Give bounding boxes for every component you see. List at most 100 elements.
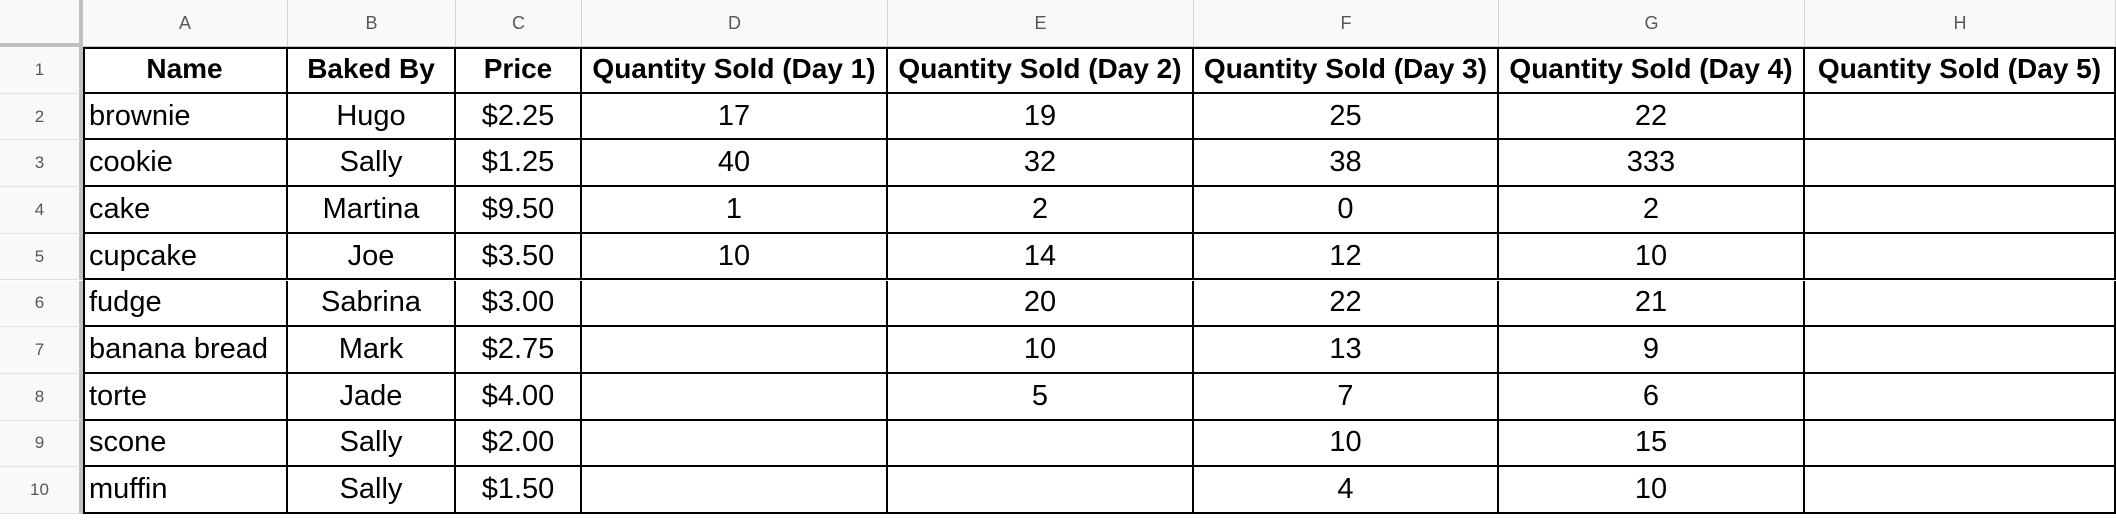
cell-d5[interactable]: 10 <box>582 233 888 281</box>
cell-h3[interactable] <box>1805 140 2116 188</box>
cell-c5[interactable]: $3.50 <box>456 233 582 281</box>
column-header-h[interactable]: H <box>1805 0 2116 47</box>
cell-e1[interactable]: Quantity Sold (Day 2) <box>888 47 1194 94</box>
cell-d8[interactable] <box>582 373 888 421</box>
cell-d2[interactable]: 17 <box>582 93 888 141</box>
cell-c8[interactable]: $4.00 <box>456 373 582 421</box>
cell-d3[interactable]: 40 <box>582 140 888 188</box>
cell-e7[interactable]: 10 <box>888 327 1194 374</box>
cell-b4[interactable]: Martina <box>288 187 456 234</box>
cell-c7[interactable]: $2.75 <box>456 327 582 374</box>
cell-b10[interactable]: Sally <box>288 467 456 514</box>
column-header-f[interactable]: F <box>1194 0 1499 47</box>
cell-b7[interactable]: Mark <box>288 327 456 374</box>
row-header-3[interactable]: 3 <box>0 140 83 188</box>
cell-b8[interactable]: Jade <box>288 373 456 421</box>
row-header-8[interactable]: 8 <box>0 373 83 421</box>
row-header-2[interactable]: 2 <box>0 93 83 141</box>
cell-c9[interactable]: $2.00 <box>456 420 582 468</box>
cell-e5[interactable]: 14 <box>888 233 1194 281</box>
cell-c4[interactable]: $9.50 <box>456 187 582 234</box>
cell-a3[interactable]: cookie <box>83 140 288 188</box>
select-all-corner[interactable] <box>0 0 83 47</box>
cell-f8[interactable]: 7 <box>1194 373 1499 421</box>
cell-f7[interactable]: 13 <box>1194 327 1499 374</box>
cell-c1[interactable]: Price <box>456 47 582 94</box>
cell-h7[interactable] <box>1805 327 2116 374</box>
cell-a4[interactable]: cake <box>83 187 288 234</box>
cell-f5[interactable]: 12 <box>1194 233 1499 281</box>
cell-a9[interactable]: scone <box>83 420 288 468</box>
cell-f10[interactable]: 4 <box>1194 467 1499 514</box>
cell-f3[interactable]: 38 <box>1194 140 1499 188</box>
row-header-5[interactable]: 5 <box>0 233 83 281</box>
cell-b9[interactable]: Sally <box>288 420 456 468</box>
cell-e3[interactable]: 32 <box>888 140 1194 188</box>
cell-d10[interactable] <box>582 467 888 514</box>
row-header-9[interactable]: 9 <box>0 420 83 468</box>
column-header-e[interactable]: E <box>888 0 1194 47</box>
cell-h2[interactable] <box>1805 93 2116 141</box>
column-header-a[interactable]: A <box>83 0 288 47</box>
cell-f6[interactable]: 22 <box>1194 280 1499 328</box>
cell-g6[interactable]: 21 <box>1499 280 1805 328</box>
row-header-10[interactable]: 10 <box>0 467 83 514</box>
cell-g5[interactable]: 10 <box>1499 233 1805 281</box>
cell-h4[interactable] <box>1805 187 2116 234</box>
cell-b2[interactable]: Hugo <box>288 93 456 141</box>
cell-b3[interactable]: Sally <box>288 140 456 188</box>
cell-e6[interactable]: 20 <box>888 280 1194 328</box>
cell-g3[interactable]: 333 <box>1499 140 1805 188</box>
cell-h9[interactable] <box>1805 420 2116 468</box>
cell-b5[interactable]: Joe <box>288 233 456 281</box>
cell-d6[interactable] <box>582 280 888 328</box>
cell-a10[interactable]: muffin <box>83 467 288 514</box>
cell-e2[interactable]: 19 <box>888 93 1194 141</box>
cell-e10[interactable] <box>888 467 1194 514</box>
cell-d9[interactable] <box>582 420 888 468</box>
column-header-b[interactable]: B <box>288 0 456 47</box>
row-header-4[interactable]: 4 <box>0 187 83 234</box>
cell-g4[interactable]: 2 <box>1499 187 1805 234</box>
cell-c2[interactable]: $2.25 <box>456 93 582 141</box>
row-header-7[interactable]: 7 <box>0 327 83 374</box>
cell-b1[interactable]: Baked By <box>288 47 456 94</box>
cell-h8[interactable] <box>1805 373 2116 421</box>
cell-h6[interactable] <box>1805 280 2116 328</box>
cell-e9[interactable] <box>888 420 1194 468</box>
cell-f4[interactable]: 0 <box>1194 187 1499 234</box>
cell-f9[interactable]: 10 <box>1194 420 1499 468</box>
cell-d1[interactable]: Quantity Sold (Day 1) <box>582 47 888 94</box>
cell-h10[interactable] <box>1805 467 2116 514</box>
cell-a7[interactable]: banana bread <box>83 327 288 374</box>
column-header-c[interactable]: C <box>456 0 582 47</box>
cell-e4[interactable]: 2 <box>888 187 1194 234</box>
cell-h5[interactable] <box>1805 233 2116 281</box>
cell-h1[interactable]: Quantity Sold (Day 5) <box>1805 47 2116 94</box>
cell-a5[interactable]: cupcake <box>83 233 288 281</box>
cell-a6[interactable]: fudge <box>83 280 288 328</box>
cell-c3[interactable]: $1.25 <box>456 140 582 188</box>
cell-g8[interactable]: 6 <box>1499 373 1805 421</box>
cell-a2[interactable]: brownie <box>83 93 288 141</box>
cell-g10[interactable]: 10 <box>1499 467 1805 514</box>
cell-c10[interactable]: $1.50 <box>456 467 582 514</box>
cell-f2[interactable]: 25 <box>1194 93 1499 141</box>
cell-g9[interactable]: 15 <box>1499 420 1805 468</box>
row-header-1[interactable]: 1 <box>0 47 83 94</box>
cell-a1[interactable]: Name <box>83 47 288 94</box>
cell-c6[interactable]: $3.00 <box>456 280 582 328</box>
cell-e8[interactable]: 5 <box>888 373 1194 421</box>
column-header-d[interactable]: D <box>582 0 888 47</box>
cell-g2[interactable]: 22 <box>1499 93 1805 141</box>
cell-g7[interactable]: 9 <box>1499 327 1805 374</box>
row-header-6[interactable]: 6 <box>0 280 83 328</box>
cell-d7[interactable] <box>582 327 888 374</box>
cell-d4[interactable]: 1 <box>582 187 888 234</box>
column-header-g[interactable]: G <box>1499 0 1805 47</box>
cell-a8[interactable]: torte <box>83 373 288 421</box>
cell-b6[interactable]: Sabrina <box>288 280 456 328</box>
cell-g1[interactable]: Quantity Sold (Day 4) <box>1499 47 1805 94</box>
cell-f1[interactable]: Quantity Sold (Day 3) <box>1194 47 1499 94</box>
